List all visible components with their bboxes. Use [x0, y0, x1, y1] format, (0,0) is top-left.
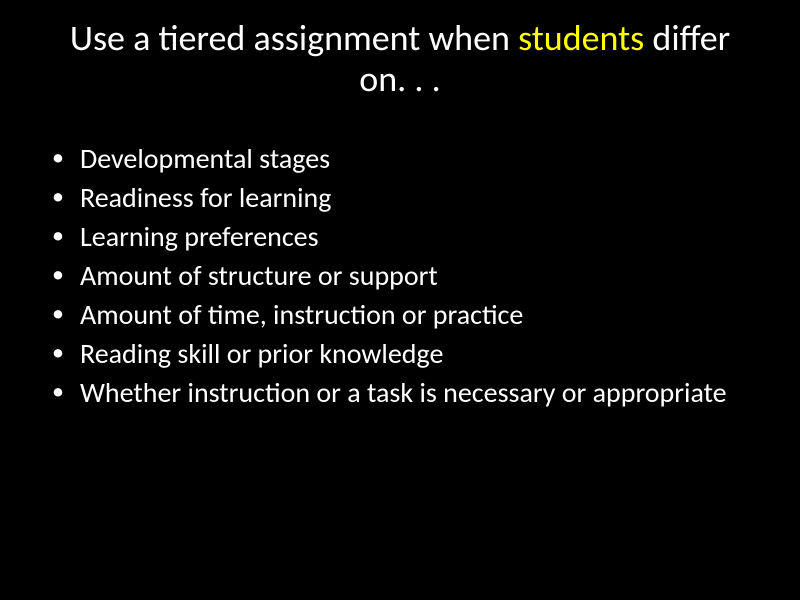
bullet-list: Developmental stages Readiness for learn…: [40, 141, 760, 410]
list-item: Amount of time, instruction or practice: [52, 297, 760, 332]
list-item: Reading skill or prior knowledge: [52, 336, 760, 371]
slide: Use a tiered assignment when students di…: [0, 0, 800, 600]
list-item: Readiness for learning: [52, 180, 760, 215]
slide-title: Use a tiered assignment when students di…: [40, 18, 760, 101]
list-item: Whether instruction or a task is necessa…: [52, 375, 760, 410]
title-highlight: students: [518, 16, 644, 60]
list-item: Learning preferences: [52, 219, 760, 254]
list-item: Amount of structure or support: [52, 258, 760, 293]
title-pre: Use a tiered assignment when: [70, 16, 518, 60]
list-item: Developmental stages: [52, 141, 760, 176]
